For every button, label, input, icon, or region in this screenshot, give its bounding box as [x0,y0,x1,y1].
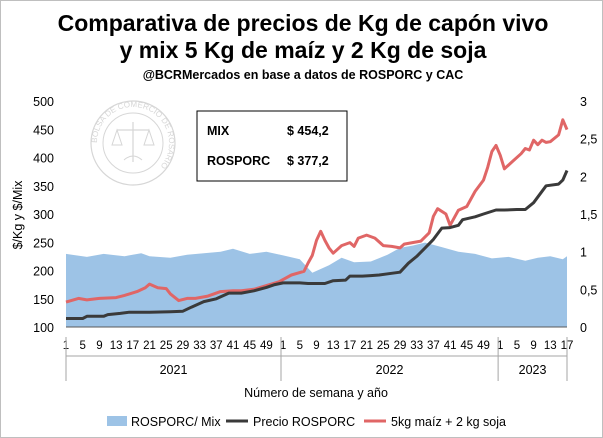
x-tick-label: 21 [360,340,373,352]
x-tick-label: 37 [210,340,223,352]
x-tick-label: 41 [444,340,457,352]
y-tick-right: 1,5 [580,208,597,222]
legend-item-ratio: ROSPORC/ Mix [107,415,221,429]
y-tick-right: 0,5 [580,283,597,297]
chart-title-line2: y mix 5 Kg de maíz y 2 Kg de soja [120,37,487,63]
x-tick-label: 45 [243,340,256,352]
x-tick-label: 33 [193,340,206,352]
legend-swatch-ratio [107,416,127,426]
x-tick-label: 29 [394,340,407,352]
legend-label-rosporc: Precio ROSPORC [253,415,355,429]
x-tick-label: 21 [143,340,156,352]
y-tick-left: 350 [33,180,54,194]
x-tick-label: 5 [297,340,303,352]
x-tick-label: 45 [460,340,473,352]
x-tick-label: 17 [344,340,357,352]
x-tick-label: 49 [260,340,273,352]
legend-item-rosporc: Precio ROSPORC [226,415,355,429]
legend: ROSPORC/ Mix Precio ROSPORC 5kg maíz + 2… [107,415,506,429]
y-tick-right: 0 [580,321,587,335]
x-tick-label: 25 [160,340,173,352]
y-tick-left: 100 [33,321,54,335]
x-year-label: 2022 [376,363,404,377]
line-mix-price [65,118,569,304]
line-rosporc-price [66,169,569,320]
x-tick-label: 9 [530,340,536,352]
y-axis-right-ticks: 0 0,5 1 1,5 2 2,5 3 [580,95,597,335]
annotation-rosporc-label: ROSPORC [207,154,270,168]
y-tick-left: 500 [33,95,54,109]
legend-label-mix: 5kg maíz + 2 kg soja [391,415,506,429]
y-tick-left: 250 [33,236,54,250]
chart-subtitle: @BCRMercados en base a datos de ROSPORC … [143,68,464,82]
y-tick-right: 2 [580,170,587,184]
x-tick-label: 9 [96,340,102,352]
x-tick-label: 5 [514,340,520,352]
x-tick-label: 41 [227,340,240,352]
x-tick-label: 1 [497,340,503,352]
x-tick-label: 5 [79,340,85,352]
legend-label-ratio: ROSPORC/ Mix [131,415,221,429]
x-year-label: 2023 [519,363,547,377]
x-tick-label: 33 [410,340,423,352]
y-tick-right: 3 [580,95,587,109]
x-tick-label: 37 [427,340,440,352]
x-tick-label: 49 [477,340,490,352]
y-tick-left: 150 [33,293,54,307]
x-tick-label: 13 [544,340,557,352]
y-tick-left: 400 [33,152,54,166]
x-tick-label: 13 [327,340,340,352]
annotation-rosporc-value: $ 377,2 [287,154,329,168]
y-axis-left-ticks: 100 150 200 250 300 350 400 450 500 [33,95,54,335]
y-axis-label: $/Kg y $/Mix [11,180,25,250]
x-tick-label: 13 [110,340,123,352]
y-tick-left: 450 [33,123,54,137]
y-tick-right: 2,5 [580,133,597,147]
x-axis: 1591317212529333741454915913172125293337… [63,326,573,381]
line-series-layer [65,118,569,320]
y-tick-right: 1 [580,246,587,260]
x-tick-label: 17 [126,340,139,352]
y-tick-left: 200 [33,265,54,279]
annotation-mix-label: MIX [207,124,230,138]
watermark-seal-icon: BOLSA DE COMERCIO DE ROSARIO [90,100,176,186]
annotation-box: MIX $ 454,2 ROSPORC $ 377,2 [196,110,348,182]
chart-title-line1: Comparativa de precios de Kg de capón vi… [58,10,549,36]
x-tick-label: 1 [280,340,286,352]
x-tick-label: 29 [177,340,190,352]
legend-item-mix: 5kg maíz + 2 kg soja [364,415,506,429]
annotation-mix-value: $ 454,2 [287,124,329,138]
x-year-label: 2021 [160,363,188,377]
x-axis-label: Número de semana y año [244,386,388,400]
y-tick-left: 300 [33,208,54,222]
x-tick-label: 9 [313,340,319,352]
x-tick-label: 25 [377,340,390,352]
